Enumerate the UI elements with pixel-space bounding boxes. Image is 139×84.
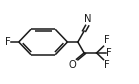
Text: O: O [68,60,76,70]
Text: F: F [104,60,110,70]
Text: F: F [104,35,110,45]
Text: F: F [106,48,112,58]
Text: F: F [5,37,11,47]
Text: N: N [84,14,91,24]
